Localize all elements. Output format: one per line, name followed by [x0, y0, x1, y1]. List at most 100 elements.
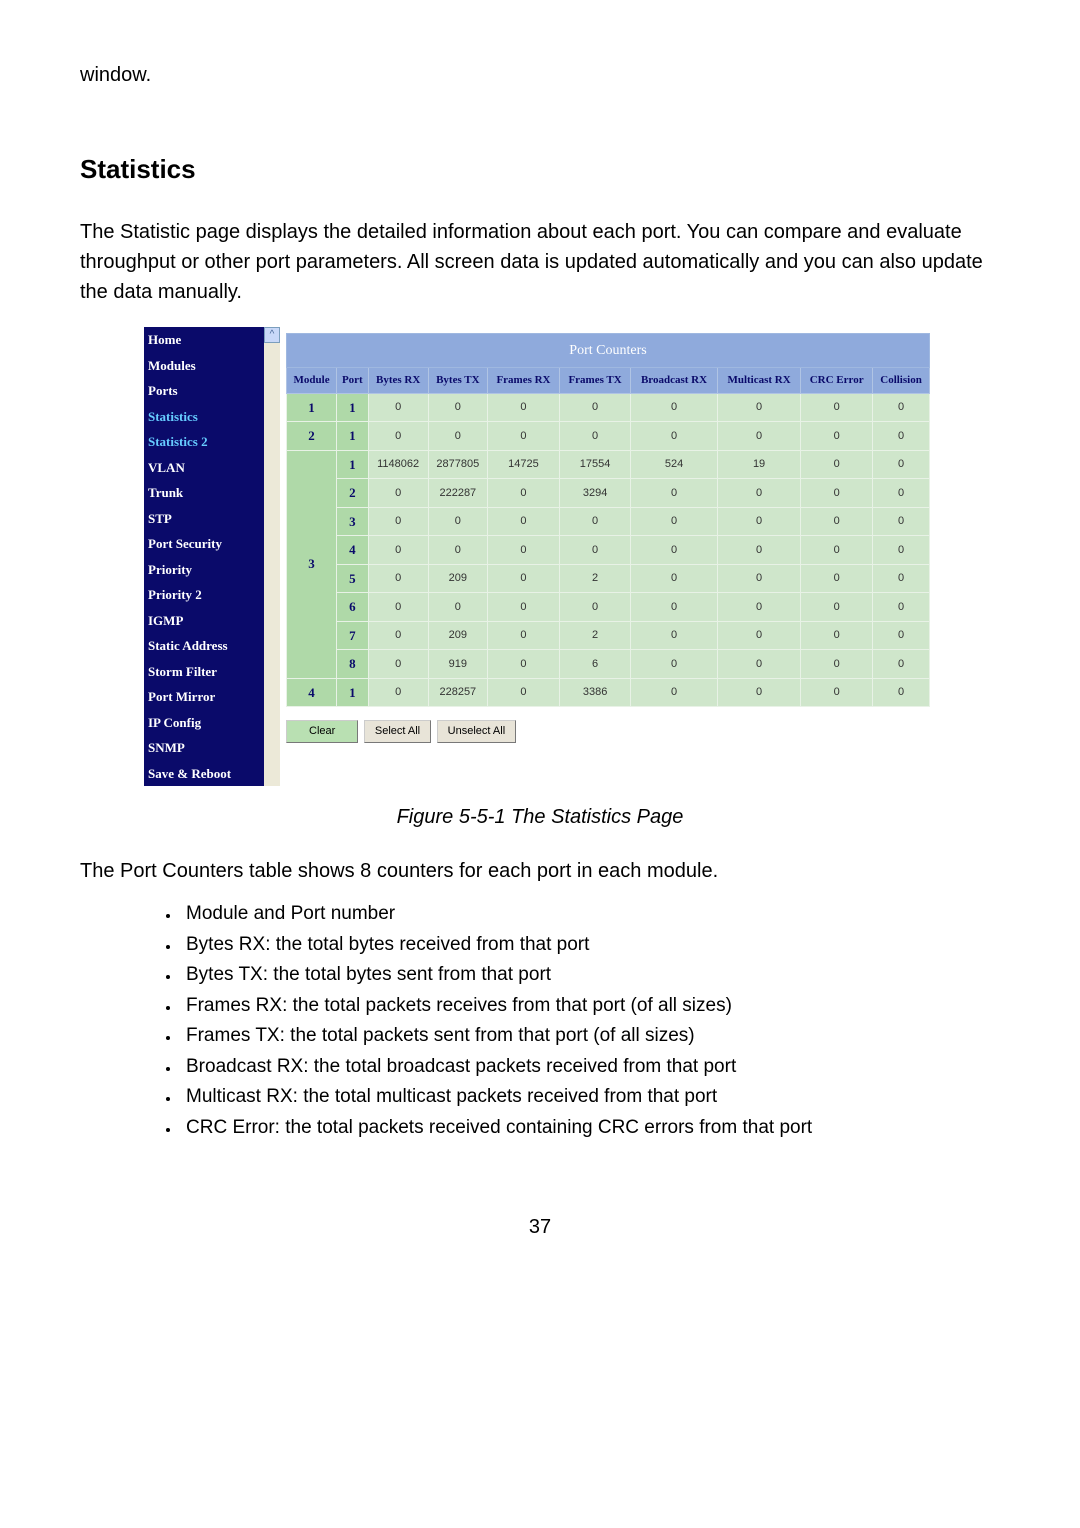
counter-cell: 0: [801, 479, 873, 508]
counter-cell: 0: [717, 593, 800, 622]
statistics-screenshot: HomeModulesPortsStatisticsStatistics 2VL…: [144, 327, 1000, 786]
counter-cell: 0: [560, 536, 631, 565]
port-cell[interactable]: 7: [337, 621, 368, 650]
sidebar-item[interactable]: IP Config: [144, 710, 264, 736]
column-header: Broadcast RX: [631, 368, 718, 394]
counter-cell: 0: [717, 564, 800, 593]
counter-cell: 0: [631, 479, 718, 508]
sidebar-item[interactable]: Statistics: [144, 404, 264, 430]
sidebar-item[interactable]: STP: [144, 506, 264, 532]
list-item: Frames RX: the total packets receives fr…: [180, 992, 1000, 1021]
clear-button[interactable]: Clear: [286, 720, 358, 743]
counter-cell: 0: [368, 422, 428, 451]
after-figure-text: The Port Counters table shows 8 counters…: [80, 856, 1000, 886]
module-cell[interactable]: 2: [287, 422, 337, 451]
counter-cell: 209: [428, 621, 487, 650]
counter-cell: 0: [873, 507, 930, 536]
port-cell[interactable]: 4: [337, 536, 368, 565]
list-item: Frames TX: the total packets sent from t…: [180, 1022, 1000, 1051]
counter-cell: 228257: [428, 678, 487, 707]
sidebar-item[interactable]: Port Security: [144, 531, 264, 557]
sidebar-item[interactable]: Priority: [144, 557, 264, 583]
list-item: Multicast RX: the total multicast packet…: [180, 1083, 1000, 1112]
port-cell[interactable]: 5: [337, 564, 368, 593]
scrollbar-gutter[interactable]: ^: [264, 327, 280, 786]
counter-cell: 0: [873, 678, 930, 707]
port-cell[interactable]: 8: [337, 650, 368, 679]
counter-cell: 0: [801, 678, 873, 707]
list-item: Broadcast RX: the total broadcast packet…: [180, 1053, 1000, 1082]
sidebar-item[interactable]: Modules: [144, 353, 264, 379]
counter-cell: 0: [487, 593, 559, 622]
sidebar-item[interactable]: Home: [144, 327, 264, 353]
counter-cell: 0: [631, 422, 718, 451]
module-cell[interactable]: 1: [287, 393, 337, 422]
column-header: Bytes TX: [428, 368, 487, 394]
sidebar-item[interactable]: IGMP: [144, 608, 264, 634]
sidebar-item[interactable]: Port Mirror: [144, 684, 264, 710]
counter-cell: 0: [368, 393, 428, 422]
counter-cell: 0: [717, 393, 800, 422]
counter-cell: 0: [801, 650, 873, 679]
counter-cell: 0: [428, 536, 487, 565]
counter-cell: 0: [631, 650, 718, 679]
scroll-up-icon[interactable]: ^: [264, 327, 280, 343]
counter-cell: 0: [873, 564, 930, 593]
counter-cell: 0: [487, 536, 559, 565]
counter-cell: 0: [873, 422, 930, 451]
counter-cell: 2877805: [428, 450, 487, 479]
sidebar-item[interactable]: Static Address: [144, 633, 264, 659]
counter-cell: 0: [428, 593, 487, 622]
counter-cell: 0: [631, 593, 718, 622]
sidebar-item[interactable]: Ports: [144, 378, 264, 404]
page-number: 37: [80, 1212, 1000, 1242]
counter-cell: 0: [873, 650, 930, 679]
port-cell[interactable]: 6: [337, 593, 368, 622]
port-cell[interactable]: 1: [337, 422, 368, 451]
counter-cell: 0: [487, 678, 559, 707]
list-item: Bytes TX: the total bytes sent from that…: [180, 961, 1000, 990]
port-cell[interactable]: 3: [337, 507, 368, 536]
list-item: CRC Error: the total packets received co…: [180, 1114, 1000, 1143]
counter-cell: 919: [428, 650, 487, 679]
heading-statistics: Statistics: [80, 150, 1000, 189]
sidebar-item[interactable]: VLAN: [144, 455, 264, 481]
counter-cell: 0: [428, 393, 487, 422]
counter-cell: 0: [560, 393, 631, 422]
counter-cell: 19: [717, 450, 800, 479]
port-cell[interactable]: 1: [337, 450, 368, 479]
sidebar-item[interactable]: Storm Filter: [144, 659, 264, 685]
counter-cell: 14725: [487, 450, 559, 479]
port-cell[interactable]: 1: [337, 678, 368, 707]
counter-cell: 0: [801, 422, 873, 451]
port-cell[interactable]: 2: [337, 479, 368, 508]
select-all-button[interactable]: Select All: [364, 720, 431, 743]
counter-bullet-list: Module and Port numberBytes RX: the tota…: [180, 900, 1000, 1142]
list-item: Bytes RX: the total bytes received from …: [180, 931, 1000, 960]
counter-cell: 209: [428, 564, 487, 593]
counter-cell: 0: [560, 422, 631, 451]
module-cell[interactable]: 4: [287, 678, 337, 707]
sidebar-item[interactable]: Trunk: [144, 480, 264, 506]
counter-cell: 6: [560, 650, 631, 679]
port-cell[interactable]: 1: [337, 393, 368, 422]
module-cell[interactable]: 3: [287, 450, 337, 678]
counter-cell: 0: [717, 678, 800, 707]
sidebar-item[interactable]: Save & Reboot: [144, 761, 264, 787]
counter-cell: 0: [873, 479, 930, 508]
column-header: CRC Error: [801, 368, 873, 394]
counter-cell: 17554: [560, 450, 631, 479]
counter-cell: 0: [873, 450, 930, 479]
counter-cell: 0: [368, 678, 428, 707]
unselect-all-button[interactable]: Unselect All: [437, 720, 516, 743]
counter-cell: 222287: [428, 479, 487, 508]
sidebar-item[interactable]: Priority 2: [144, 582, 264, 608]
sidebar-item[interactable]: Statistics 2: [144, 429, 264, 455]
counter-cell: 0: [487, 621, 559, 650]
counter-cell: 2: [560, 564, 631, 593]
sidebar-item[interactable]: SNMP: [144, 735, 264, 761]
counter-cell: 0: [873, 621, 930, 650]
counter-cell: 2: [560, 621, 631, 650]
button-row: Clear Select All Unselect All: [286, 713, 930, 743]
intro-paragraph: The Statistic page displays the detailed…: [80, 217, 1000, 307]
